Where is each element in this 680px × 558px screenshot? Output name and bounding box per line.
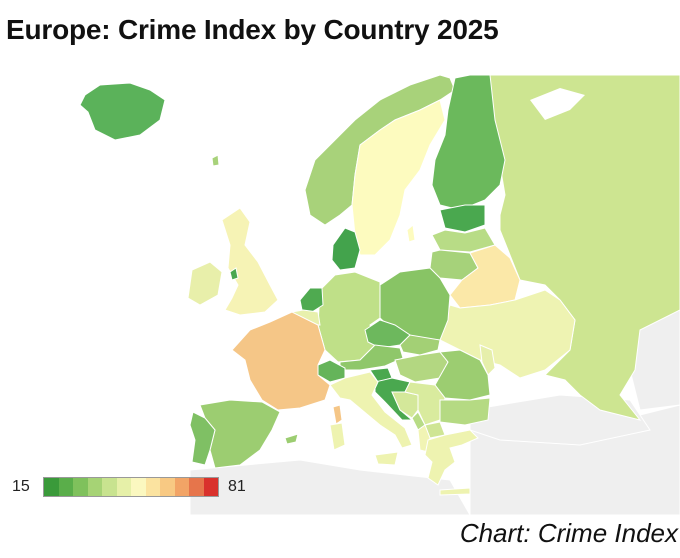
legend-swatch [44,478,59,496]
legend-swatch [203,478,218,496]
source-credit: Chart: Crime Index [459,518,678,548]
island-balearic [284,433,299,445]
legend-swatch [87,478,102,496]
country-moldova [479,344,496,376]
legend-swatch [131,478,146,496]
island-sardinia [329,422,346,451]
non-data-land-africa [189,459,471,515]
legend-swatch [102,478,117,496]
page-title: Europe: Crime Index by Country 2025 [6,14,499,45]
legend-swatch [145,478,160,496]
country-germany [317,271,381,363]
country-greece [424,429,479,486]
region-northern-ireland [229,267,239,281]
country-bulgaria [439,397,491,426]
island-corsica [332,404,343,425]
country-slovakia [399,334,441,356]
legend-swatch [174,478,189,496]
country-italy [329,371,413,449]
legend-max-label: 81 [228,478,246,495]
island-faroe [211,154,220,167]
country-iceland [79,82,166,141]
legend-swatch [73,478,88,496]
legend-swatch [58,478,73,496]
country-romania [434,349,491,401]
country-ukraine [439,289,576,379]
country-ireland [187,261,223,306]
country-sweden [351,99,446,256]
white-sea [530,88,585,120]
country-united-kingdom [221,207,279,316]
europe-map [79,75,680,515]
country-denmark [331,227,361,271]
legend-color-scale [43,477,219,497]
island-sicily [374,451,399,466]
legend-swatch [160,478,175,496]
legend-swatch [116,478,131,496]
country-estonia [439,204,486,233]
legend-min-label: 15 [12,478,30,495]
country-portugal [189,411,216,466]
legend-swatch [189,478,204,496]
country-france [231,311,331,411]
island-gotland [406,224,416,243]
island-crete [439,487,471,496]
